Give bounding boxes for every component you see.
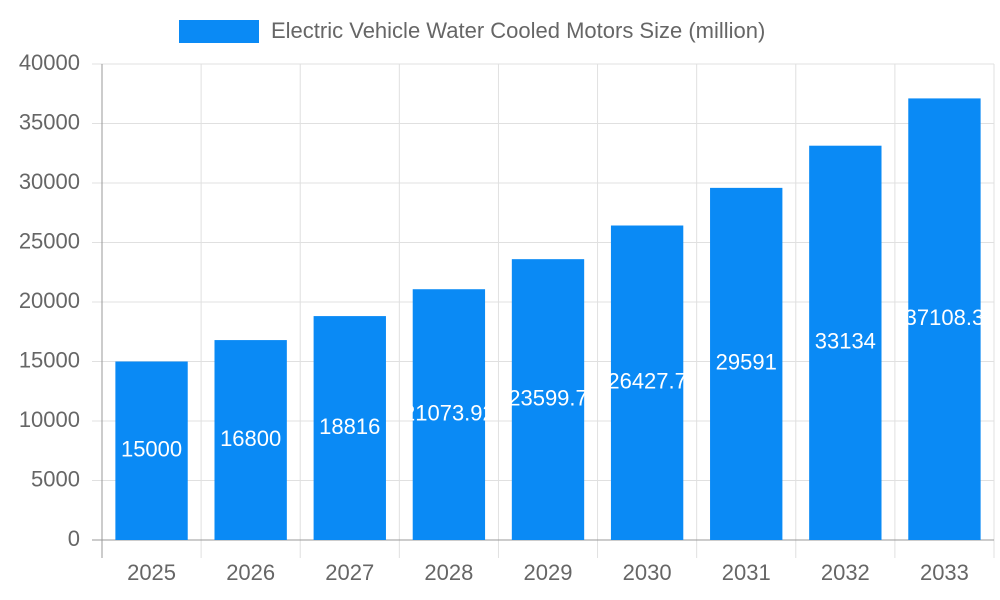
bar: [809, 145, 882, 541]
value-label: 23599.7: [508, 385, 588, 410]
value-label: 16800: [220, 426, 281, 451]
x-tick-label: 2030: [623, 560, 672, 585]
bar: [511, 259, 585, 540]
value-label: 29591: [716, 350, 777, 375]
value-label: 33134: [815, 329, 876, 354]
value-label: 26427.7: [607, 369, 687, 394]
x-tick-label: 2029: [524, 560, 573, 585]
x-tick-label: 2031: [722, 560, 771, 585]
x-tick-label: 2026: [226, 560, 275, 585]
value-label: 15000: [121, 437, 182, 462]
bar: [214, 340, 287, 540]
bar: [313, 316, 386, 540]
y-tick-label: 40000: [19, 50, 80, 75]
y-tick-label: 30000: [19, 169, 80, 194]
y-tick-label: 0: [68, 526, 80, 551]
bar: [710, 187, 783, 540]
y-tick-label: 10000: [19, 407, 80, 432]
value-label: 18816: [319, 414, 380, 439]
x-tick-label: 2033: [920, 560, 969, 585]
x-tick-label: 2027: [325, 560, 374, 585]
bar: [908, 98, 981, 541]
y-tick-label: 20000: [19, 288, 80, 313]
x-tick-label: 2032: [821, 560, 870, 585]
value-label: 21073.92: [403, 400, 495, 425]
bar: [610, 225, 684, 540]
y-tick-label: 25000: [19, 228, 80, 253]
legend-swatch[interactable]: [179, 20, 259, 43]
bar: [115, 361, 188, 540]
value-label: 37108.3: [905, 305, 985, 330]
x-tick-label: 2025: [127, 560, 176, 585]
legend-label[interactable]: Electric Vehicle Water Cooled Motors Siz…: [271, 18, 765, 43]
y-tick-label: 5000: [31, 466, 80, 491]
y-tick-label: 35000: [19, 109, 80, 134]
y-tick-label: 15000: [19, 347, 80, 372]
x-tick-label: 2028: [424, 560, 473, 585]
bar: [412, 289, 486, 540]
